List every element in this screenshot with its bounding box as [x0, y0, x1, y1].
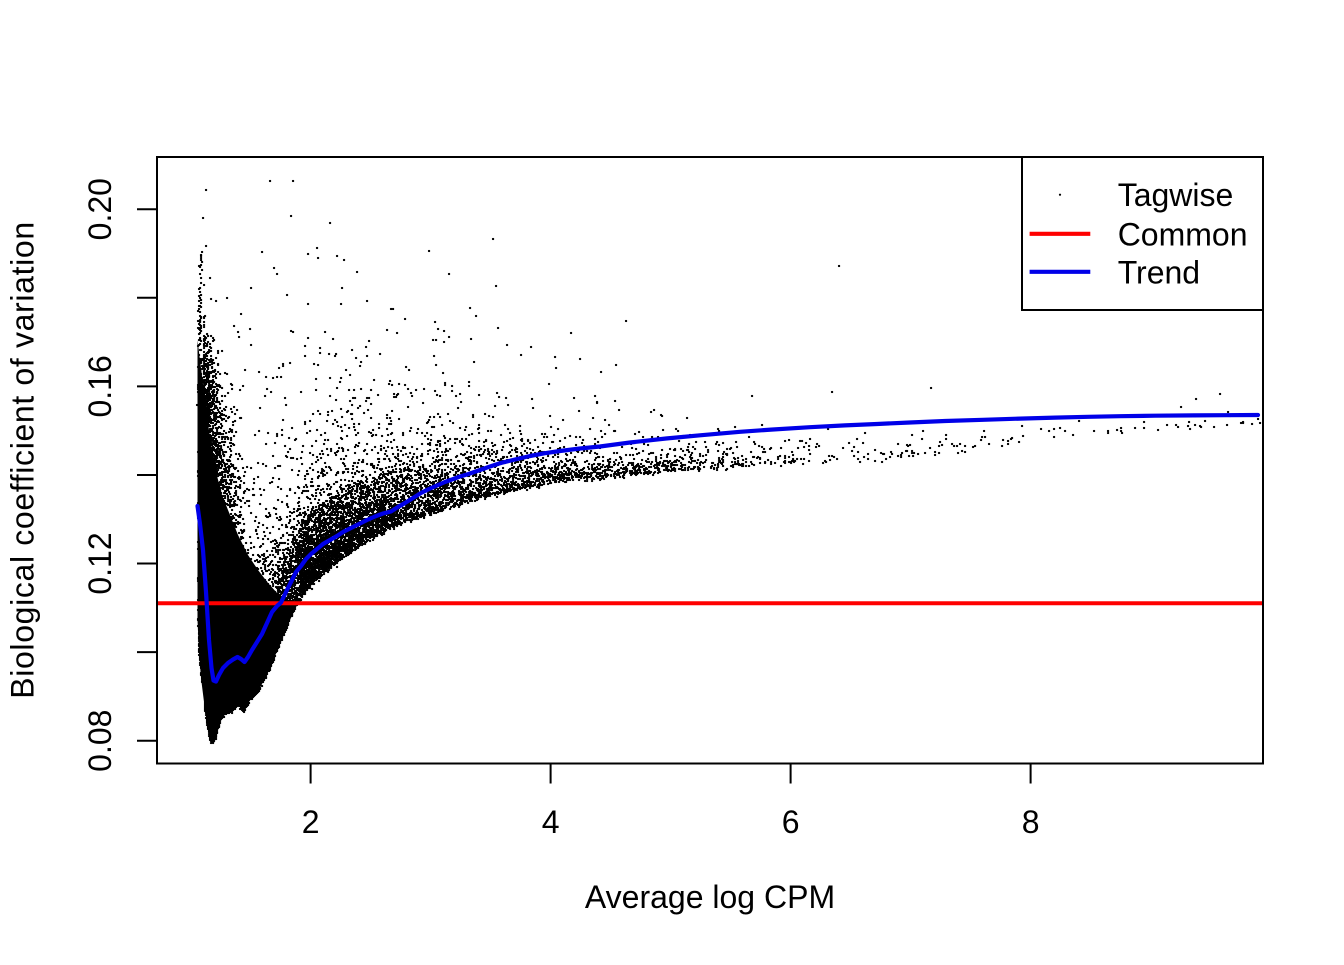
svg-text:Common: Common: [1118, 216, 1248, 252]
svg-text:0.08: 0.08: [82, 710, 118, 772]
svg-text:Average log CPM: Average log CPM: [585, 879, 835, 915]
svg-text:Biological coefficient of vari: Biological coefficient of variation: [5, 221, 41, 699]
svg-text:0.16: 0.16: [82, 355, 118, 417]
svg-text:Tagwise: Tagwise: [1118, 177, 1234, 213]
svg-text:4: 4: [542, 804, 560, 840]
svg-text:Trend: Trend: [1118, 254, 1200, 290]
svg-text:0.12: 0.12: [82, 532, 118, 594]
svg-text:0.20: 0.20: [82, 178, 118, 240]
svg-text:2: 2: [302, 804, 320, 840]
svg-text:6: 6: [782, 804, 800, 840]
svg-text:8: 8: [1022, 804, 1040, 840]
